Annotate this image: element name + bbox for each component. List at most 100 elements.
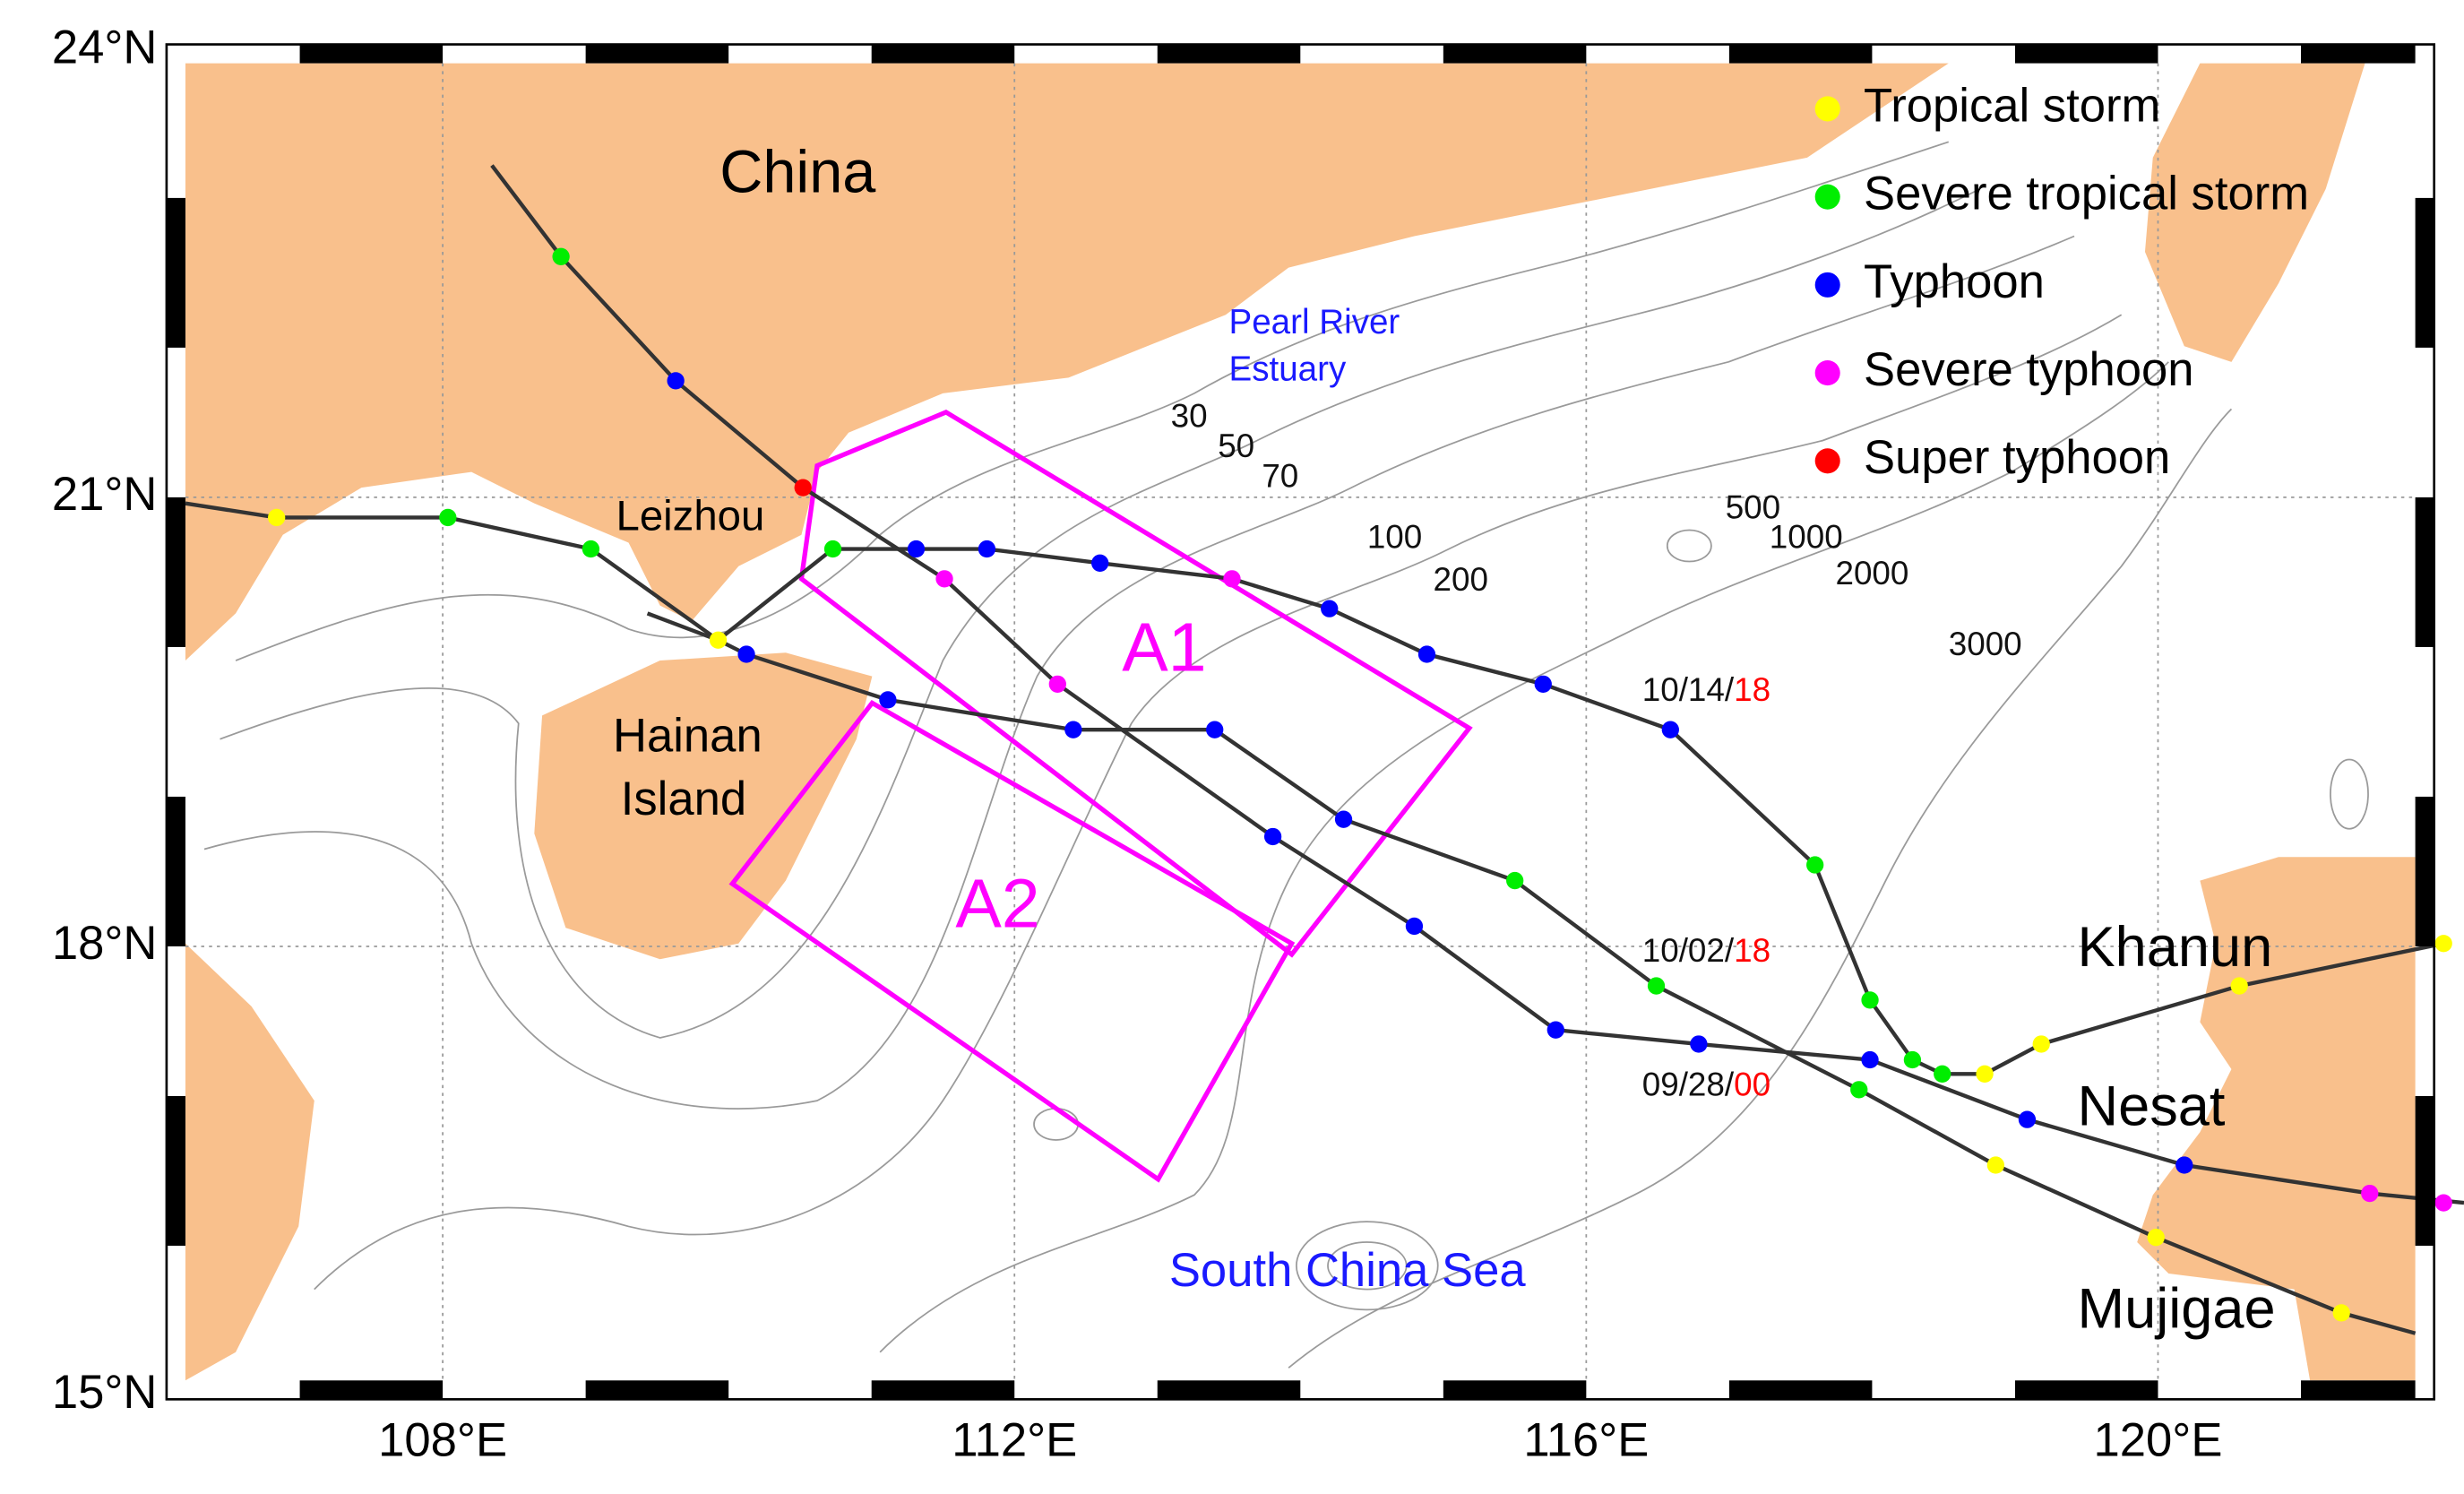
date-hour: 18 (1734, 932, 1770, 969)
legend-label: Super typhoon (1864, 431, 2170, 484)
date-label: 09/28/00 (1642, 1066, 1770, 1102)
frame-bar (166, 796, 185, 946)
track-point (1661, 721, 1679, 738)
frame-bar (166, 197, 185, 348)
x-tick-label: 116°E (1523, 1413, 1649, 1466)
frame-bar (1157, 1380, 1301, 1400)
typhoon-name: Khanun (2078, 916, 2273, 979)
track-point (1861, 991, 1879, 1009)
track-point (1534, 675, 1552, 693)
typhoon-name: Nesat (2078, 1075, 2226, 1137)
depth-label: 200 (1433, 561, 1487, 598)
place-label: Island (621, 773, 746, 825)
track-point (709, 631, 728, 649)
frame-bar (1728, 44, 1873, 64)
date-day: 09/28/ (1642, 1066, 1735, 1102)
depth-label: 3000 (1949, 626, 2022, 662)
legend-label: Severe typhoon (1864, 343, 2194, 396)
track-point (1934, 1065, 1951, 1083)
y-tick-label: 15°N (52, 1366, 158, 1419)
frame-bar (585, 1380, 729, 1400)
track-point (582, 540, 600, 558)
indochina (185, 943, 314, 1381)
track-point (1976, 1065, 1994, 1083)
track-point (737, 645, 755, 663)
y-tick-label: 24°N (52, 21, 158, 73)
depth-label: 2000 (1835, 555, 1908, 592)
frame-bar (1443, 44, 1587, 64)
track-point (2434, 1194, 2452, 1212)
legend: Tropical storm Severe tropical storm Typho… (1814, 79, 2309, 484)
area-label: A2 (955, 866, 1039, 943)
track-point (823, 540, 842, 558)
track-point (1321, 600, 1339, 617)
frame-bar (2415, 197, 2434, 348)
legend-label: Typhoon (1864, 255, 2045, 308)
frame-bar (166, 1095, 185, 1246)
track-point (1647, 977, 1666, 995)
areas (728, 409, 1473, 1183)
frame: 108°E 112°E 116°E 120°E 15°N 18°N 21°N 24°N (52, 21, 2435, 1466)
grid (185, 63, 2416, 1381)
place-label: Hainan (613, 710, 762, 763)
water-label: Pearl River (1228, 303, 1400, 341)
date-label: 10/14/18 (1642, 671, 1770, 708)
x-tick-label: 112°E (952, 1413, 1077, 1466)
depth-label: 30 (1171, 398, 1208, 435)
frame-bar (2415, 1095, 2434, 1246)
frame-bar (2301, 44, 2416, 64)
track-point (2147, 1229, 2165, 1247)
date-hour: 18 (1734, 671, 1770, 708)
typhoon-name: Mujigae (2078, 1278, 2276, 1341)
hainan (534, 652, 873, 960)
depth-label: 100 (1367, 519, 1422, 556)
depth-label: 70 (1262, 457, 1298, 494)
track-point (1506, 871, 1524, 890)
track-point (2230, 977, 2248, 995)
track-point (1417, 645, 1436, 663)
track-point (2032, 1035, 2050, 1053)
frame-bar (2301, 1380, 2416, 1400)
x-tick-label: 120°E (2094, 1413, 2223, 1466)
track-point (794, 479, 812, 497)
date-label: 10/02/18 (1642, 932, 1770, 969)
track-point (552, 247, 570, 265)
track-point (2018, 1110, 2037, 1128)
frame-bar (2415, 796, 2434, 946)
legend-swatch (1814, 360, 1840, 386)
legend-swatch (1814, 184, 1840, 210)
track-point (1048, 675, 1066, 693)
track-point (1206, 721, 1224, 738)
legend-swatch (1814, 96, 1840, 122)
track-point (1546, 1021, 1564, 1039)
legend-label: Severe tropical storm (1864, 168, 2309, 220)
track-point (2361, 1184, 2379, 1203)
track-point (1091, 554, 1109, 572)
labels: China Leizhou Hainan Island Pearl River … (613, 139, 2276, 1340)
track-point (1903, 1050, 1922, 1069)
track-point (1405, 917, 1424, 936)
frame-bar (1443, 1380, 1587, 1400)
frame-bar (1157, 44, 1301, 64)
track-point (1334, 810, 1353, 828)
y-tick-label: 18°N (52, 917, 158, 970)
water-label: Estuary (1228, 350, 1346, 389)
track-point (1690, 1035, 1708, 1053)
track-point (1263, 827, 1282, 846)
track-point (268, 508, 286, 527)
depth-label: 1000 (1770, 519, 1843, 556)
date-day: 10/02/ (1642, 932, 1735, 969)
tracks (185, 164, 2464, 1335)
land (185, 63, 2416, 1381)
y-tick-label: 21°N (52, 468, 158, 521)
area-label: A1 (1122, 609, 1206, 687)
frame-bar (2014, 44, 2158, 64)
place-label: Leizhou (616, 493, 765, 540)
track-point (1861, 1050, 1879, 1069)
frame-bar (166, 497, 185, 647)
date-hour: 00 (1734, 1066, 1770, 1102)
frame-bar (585, 44, 729, 64)
track-point (2175, 1156, 2193, 1174)
